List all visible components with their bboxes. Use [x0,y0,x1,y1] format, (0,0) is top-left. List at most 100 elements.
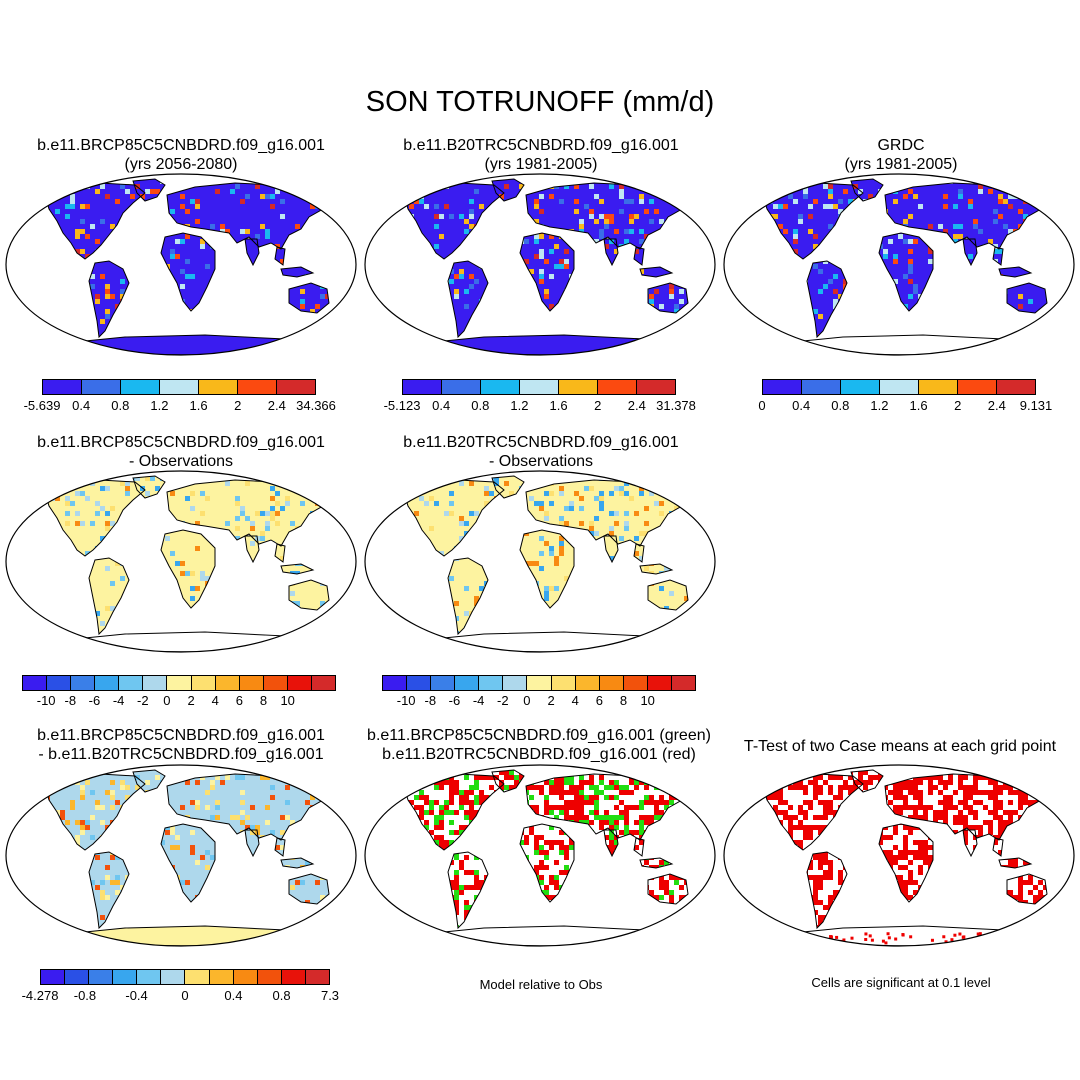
colorbar-swatch [191,676,216,690]
coastline-seAsia [633,246,645,266]
colorbar-tick-label: 1.2 [870,398,889,413]
colorbar-labels-panel-6: -4.278 -0.8 -0.4 0 0.4 0.8 7.3 [22,988,339,1004]
coastline-northAmerica [44,479,146,557]
panel-7-title-line2: b.e11.B20TRC5CNBDRD.f09_g16.001 (red) [382,746,696,763]
coastline-greenland [850,769,884,793]
continent-australia [648,580,688,610]
colorbar-swatch [287,676,312,690]
colorbar-tick-label: 2 [594,398,602,413]
continent-india [963,239,977,265]
colorbar-swatch [431,676,456,690]
colorbar-tick-label: 6 [235,693,243,708]
panel-2-title-line2: (yrs 1981-2005) [484,156,598,173]
colorbar-tick-label: 0.8 [471,398,490,413]
colorbar-tick-label: -2 [136,693,149,708]
coastline-indonesia [639,563,674,575]
colorbar-tick-label: 4 [571,693,579,708]
colorbar-swatch [551,676,576,690]
map-panel-3 [723,173,1075,356]
coastline-northAmerica [44,182,146,260]
colorbar-swatch [82,380,121,394]
colorbar-panel-3 [762,379,1036,395]
coastline-india [962,238,978,267]
coastline-seAsia [274,837,286,857]
coastline-greenland [491,178,525,202]
map-panel-6 [5,764,357,947]
continent-africa [161,824,215,902]
colorbar-swatch [802,380,841,394]
colorbar-tick-label: 0.8 [111,398,130,413]
coastline-australia [647,873,689,905]
panel-1-title-line1: b.e11.BRCP85C5CNBDRD.f09_g16.001 [37,137,325,154]
continent-eurasia [167,183,325,249]
colorbar-swatch [277,380,315,394]
colorbar-tick-label: 0 [523,693,531,708]
colorbar-tick-label: -4 [472,693,485,708]
colorbar-swatch [89,970,114,984]
colorbar-tick-label: 2 [954,398,962,413]
colorbar-tick-label: 1.2 [510,398,529,413]
coastline-australia [647,579,689,611]
continent-eurasia [526,480,684,546]
colorbar-tick-label: 10 [280,693,295,708]
colorbar-tick-label: -4.278 [21,988,59,1003]
panel-8-title-line1: T-Test of two Case means at each grid po… [743,738,1057,755]
colorbar-swatch [481,380,520,394]
colorbar-tick-label: 2.4 [267,398,286,413]
continent-southAmerica [807,852,847,928]
colorbar-swatch [407,676,432,690]
colorbar-swatch [257,970,282,984]
colorbar-swatch [113,970,138,984]
coastline-southAmerica [806,260,848,339]
panel-5-title-line1: b.e11.B20TRC5CNBDRD.f09_g16.001 [403,434,679,451]
continent-greenland [851,179,883,201]
coastline-africa [160,529,216,609]
continent-india [245,239,259,265]
coastline-india [244,829,260,858]
continent-india [245,536,259,562]
map-border [5,173,357,356]
colorbar-tick-label: -8 [64,693,77,708]
colorbar-swatch [160,380,199,394]
colorbar-swatch [383,676,408,690]
colorbar-tick-label: 2.4 [627,398,646,413]
coastline-australia [288,873,330,905]
colorbar-swatch [527,676,552,690]
coastline-india [244,535,260,564]
coastline-greenland [850,178,884,202]
colorbar-swatch [958,380,997,394]
colorbar-swatch [71,676,96,690]
map-border [723,173,1075,356]
colorbar-swatch [143,676,168,690]
colorbar-tick-label: 1.6 [909,398,928,413]
colorbar-tick-label: -6 [88,693,101,708]
colorbar-panel-2 [402,379,676,395]
coastline-northAmerica [403,479,505,557]
coastline-southAmerica [447,260,489,339]
colorbar-panel-1 [42,379,316,395]
colorbar-swatch [455,676,480,690]
panel-6-title: b.e11.BRCP85C5CNBDRD.f09_g16.001 - b.e11… [0,726,362,764]
colorbar-tick-label: -2 [496,693,509,708]
figure-title: SON TOTRUNOFF (mm/d) [365,86,715,118]
map-panel-4 [5,470,357,653]
coastline-seAsia [274,246,286,266]
colorbar-swatch [599,676,624,690]
coastline-africa [878,823,934,903]
colorbar-swatch [281,970,306,984]
colorbar-tick-label: -6 [448,693,461,708]
colorbar-labels-panel-5: -10 -8 -6 -4 -2 0 2 4 6 8 10 [382,693,696,709]
map-border [364,470,716,653]
coastline-india [962,829,978,858]
colorbar-tick-label: 6 [595,693,603,708]
colorbar-tick-label: 1.6 [549,398,568,413]
panel-4-title: b.e11.BRCP85C5CNBDRD.f09_g16.001 - Obser… [0,433,362,471]
colorbar-swatch [442,380,481,394]
map-border [364,173,716,356]
coastline-greenland [491,475,525,499]
panel-5-title-line2: - Observations [488,453,594,470]
coastline-seAsia [633,837,645,857]
colorbar-tick-label: 2 [234,398,242,413]
colorbar-swatch [215,676,240,690]
coastline-australia [288,579,330,611]
